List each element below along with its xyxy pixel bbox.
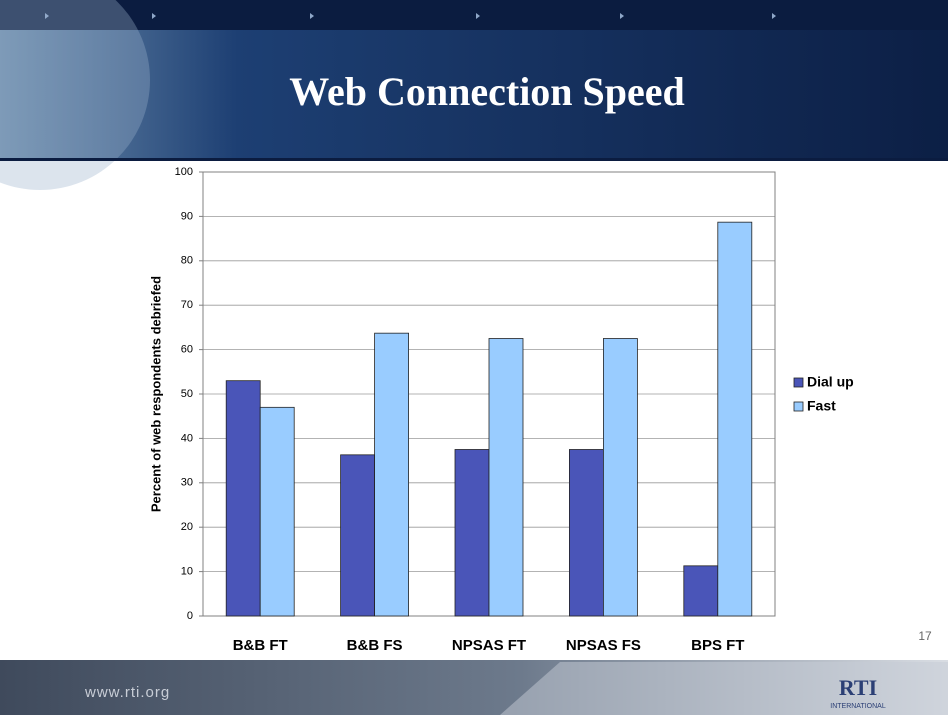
legend-swatch	[793, 377, 804, 388]
y-tick-label: 0	[187, 610, 193, 622]
y-tick-label: 40	[181, 432, 193, 444]
bar	[603, 338, 638, 617]
y-tick-label: 10	[181, 566, 193, 578]
banner-rule	[0, 158, 948, 161]
bar	[717, 221, 753, 617]
footer-url: www.rti.org	[84, 684, 170, 701]
y-tick-label: 30	[181, 477, 193, 489]
bar	[374, 332, 410, 617]
bar	[454, 449, 490, 617]
title-banner	[0, 30, 948, 158]
top-arrows	[45, 13, 776, 19]
y-axis-label: Percent of web respondents debriefed	[148, 276, 163, 512]
x-tick-label: NPSAS FT	[452, 637, 526, 654]
y-tick-label: 100	[175, 166, 193, 178]
page-number: 17	[918, 629, 932, 643]
footer-swoosh	[500, 662, 948, 715]
x-tick-label: B&B FS	[347, 637, 403, 654]
y-tick-label: 90	[181, 210, 193, 222]
x-tick-label: NPSAS FS	[566, 637, 641, 654]
slide-title: Web Connection Speed	[289, 69, 685, 114]
y-tick-label: 60	[181, 344, 193, 356]
bar	[683, 565, 719, 617]
logo-subtitle: INTERNATIONAL	[830, 703, 886, 710]
top-bar	[0, 0, 948, 30]
x-tick-label: B&B FT	[233, 637, 288, 654]
globe	[0, 0, 150, 190]
y-tick-label: 20	[181, 521, 193, 533]
bar	[225, 380, 261, 617]
legend-swatch	[793, 401, 804, 412]
y-tick-label: 80	[181, 255, 193, 267]
legend-label: Fast	[807, 398, 836, 414]
bar	[569, 449, 604, 617]
legend-label: Dial up	[807, 374, 854, 390]
y-tick-label: 50	[181, 388, 193, 400]
logo: RTI	[839, 675, 877, 700]
x-tick-label: BPS FT	[691, 637, 744, 654]
bar	[488, 338, 524, 617]
bar	[340, 454, 376, 617]
y-tick-label: 70	[181, 299, 193, 311]
bar	[259, 406, 295, 617]
